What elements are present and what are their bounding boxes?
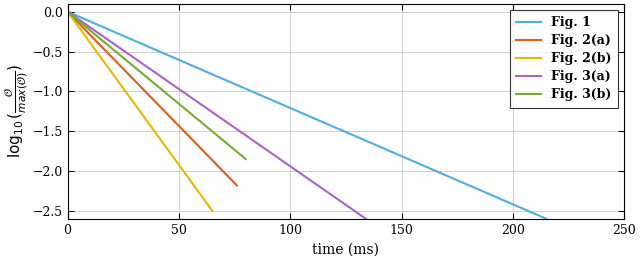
Y-axis label: $\log_{10}(\frac{\mathcal{O}}{max(\mathcal{O})})$: $\log_{10}(\frac{\mathcal{O}}{max(\mathc… [4, 64, 29, 158]
Legend: Fig. 1, Fig. 2(a), Fig. 2(b), Fig. 3(a), Fig. 3(b): Fig. 1, Fig. 2(a), Fig. 2(b), Fig. 3(a),… [510, 10, 618, 107]
Fig. 3(b) [242, 158, 250, 161]
Fig. 3(b) [64, 10, 72, 13]
X-axis label: time (ms): time (ms) [312, 242, 380, 256]
Line: Fig. 3(b): Fig. 3(b) [68, 12, 246, 159]
